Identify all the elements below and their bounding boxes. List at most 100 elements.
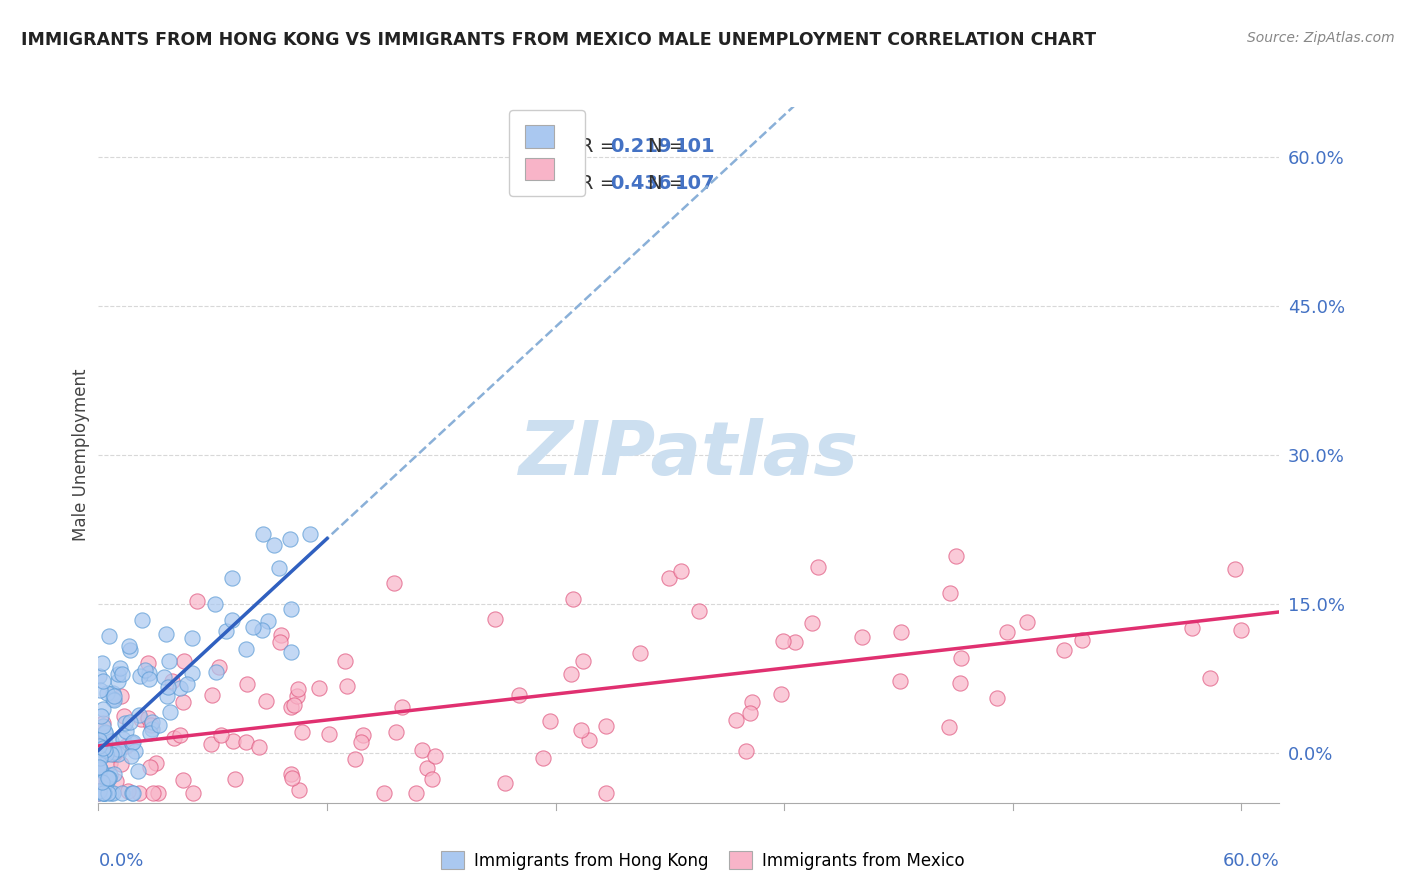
Text: N =: N = <box>648 174 692 193</box>
Point <box>118 639 141 653</box>
Point <box>94 747 117 761</box>
Point <box>107 742 129 756</box>
Point <box>416 761 439 775</box>
Point <box>214 624 236 639</box>
Text: 60.0%: 60.0% <box>1223 852 1279 870</box>
Point <box>938 721 960 735</box>
Point <box>688 604 710 618</box>
Point <box>100 747 122 762</box>
Point <box>280 645 302 659</box>
Point <box>176 677 198 691</box>
Point <box>91 719 114 733</box>
Point <box>97 771 120 785</box>
Point <box>128 708 150 723</box>
Point <box>136 711 159 725</box>
Point <box>484 612 506 626</box>
Point <box>373 786 395 800</box>
Point <box>578 732 600 747</box>
Point <box>169 728 191 742</box>
Point <box>118 715 141 730</box>
Text: 107: 107 <box>675 174 716 193</box>
Text: IMMIGRANTS FROM HONG KONG VS IMMIGRANTS FROM MEXICO MALE UNEMPLOYMENT CORRELATIO: IMMIGRANTS FROM HONG KONG VS IMMIGRANTS … <box>21 31 1097 49</box>
Point <box>94 736 117 750</box>
Point <box>91 674 114 689</box>
Point <box>159 705 181 719</box>
Point <box>103 767 125 781</box>
Point <box>308 681 330 696</box>
Point <box>318 727 340 741</box>
Text: N =: N = <box>648 137 692 156</box>
Point <box>385 725 408 739</box>
Point <box>148 718 170 732</box>
Point <box>169 681 191 695</box>
Point <box>209 728 232 742</box>
Point <box>280 700 302 714</box>
Point <box>889 673 911 688</box>
Point <box>138 673 160 687</box>
Point <box>103 691 125 706</box>
Point <box>949 650 972 665</box>
Point <box>204 598 226 612</box>
Point <box>145 756 167 771</box>
Point <box>1229 623 1251 637</box>
Point <box>263 538 285 552</box>
Point <box>336 679 359 693</box>
Point <box>280 602 302 616</box>
Point <box>91 786 114 800</box>
Point <box>851 630 873 644</box>
Point <box>494 775 516 789</box>
Point <box>628 646 651 660</box>
Point <box>136 656 159 670</box>
Point <box>111 731 134 746</box>
Point <box>155 627 177 641</box>
Point <box>105 774 128 789</box>
Point <box>270 628 292 642</box>
Point <box>222 734 245 748</box>
Point <box>420 772 443 786</box>
Legend: Immigrants from Hong Kong, Immigrants from Mexico: Immigrants from Hong Kong, Immigrants fr… <box>434 845 972 877</box>
Point <box>725 713 748 727</box>
Point <box>350 735 373 749</box>
Point <box>129 713 152 727</box>
Point <box>141 715 163 730</box>
Point <box>114 715 136 730</box>
Point <box>235 641 257 656</box>
Point <box>1223 562 1246 576</box>
Point <box>291 724 314 739</box>
Point <box>89 732 111 747</box>
Point <box>236 677 259 691</box>
Point <box>741 695 763 709</box>
Point <box>90 775 112 789</box>
Point <box>333 655 356 669</box>
Point <box>890 625 912 640</box>
Point <box>111 786 134 800</box>
Point <box>128 669 150 683</box>
Text: 0.0%: 0.0% <box>98 852 143 870</box>
Point <box>89 749 111 764</box>
Point <box>278 532 301 546</box>
Point <box>1015 615 1038 629</box>
Point <box>90 737 112 751</box>
Point <box>100 768 122 782</box>
Text: ZIPatlas: ZIPatlas <box>519 418 859 491</box>
Point <box>807 559 830 574</box>
Point <box>134 664 156 678</box>
Point <box>96 686 118 700</box>
Point <box>235 735 257 749</box>
Point <box>287 783 309 797</box>
Point <box>93 786 115 800</box>
Point <box>89 751 111 765</box>
Point <box>298 527 321 541</box>
Point <box>173 654 195 668</box>
Point <box>89 683 111 698</box>
Point <box>110 757 132 772</box>
Point <box>122 786 145 800</box>
Point <box>281 771 304 785</box>
Point <box>425 748 447 763</box>
Point <box>257 614 280 628</box>
Point <box>280 767 302 781</box>
Point <box>180 632 202 646</box>
Point <box>157 654 180 668</box>
Point <box>111 666 134 681</box>
Point <box>112 709 135 723</box>
